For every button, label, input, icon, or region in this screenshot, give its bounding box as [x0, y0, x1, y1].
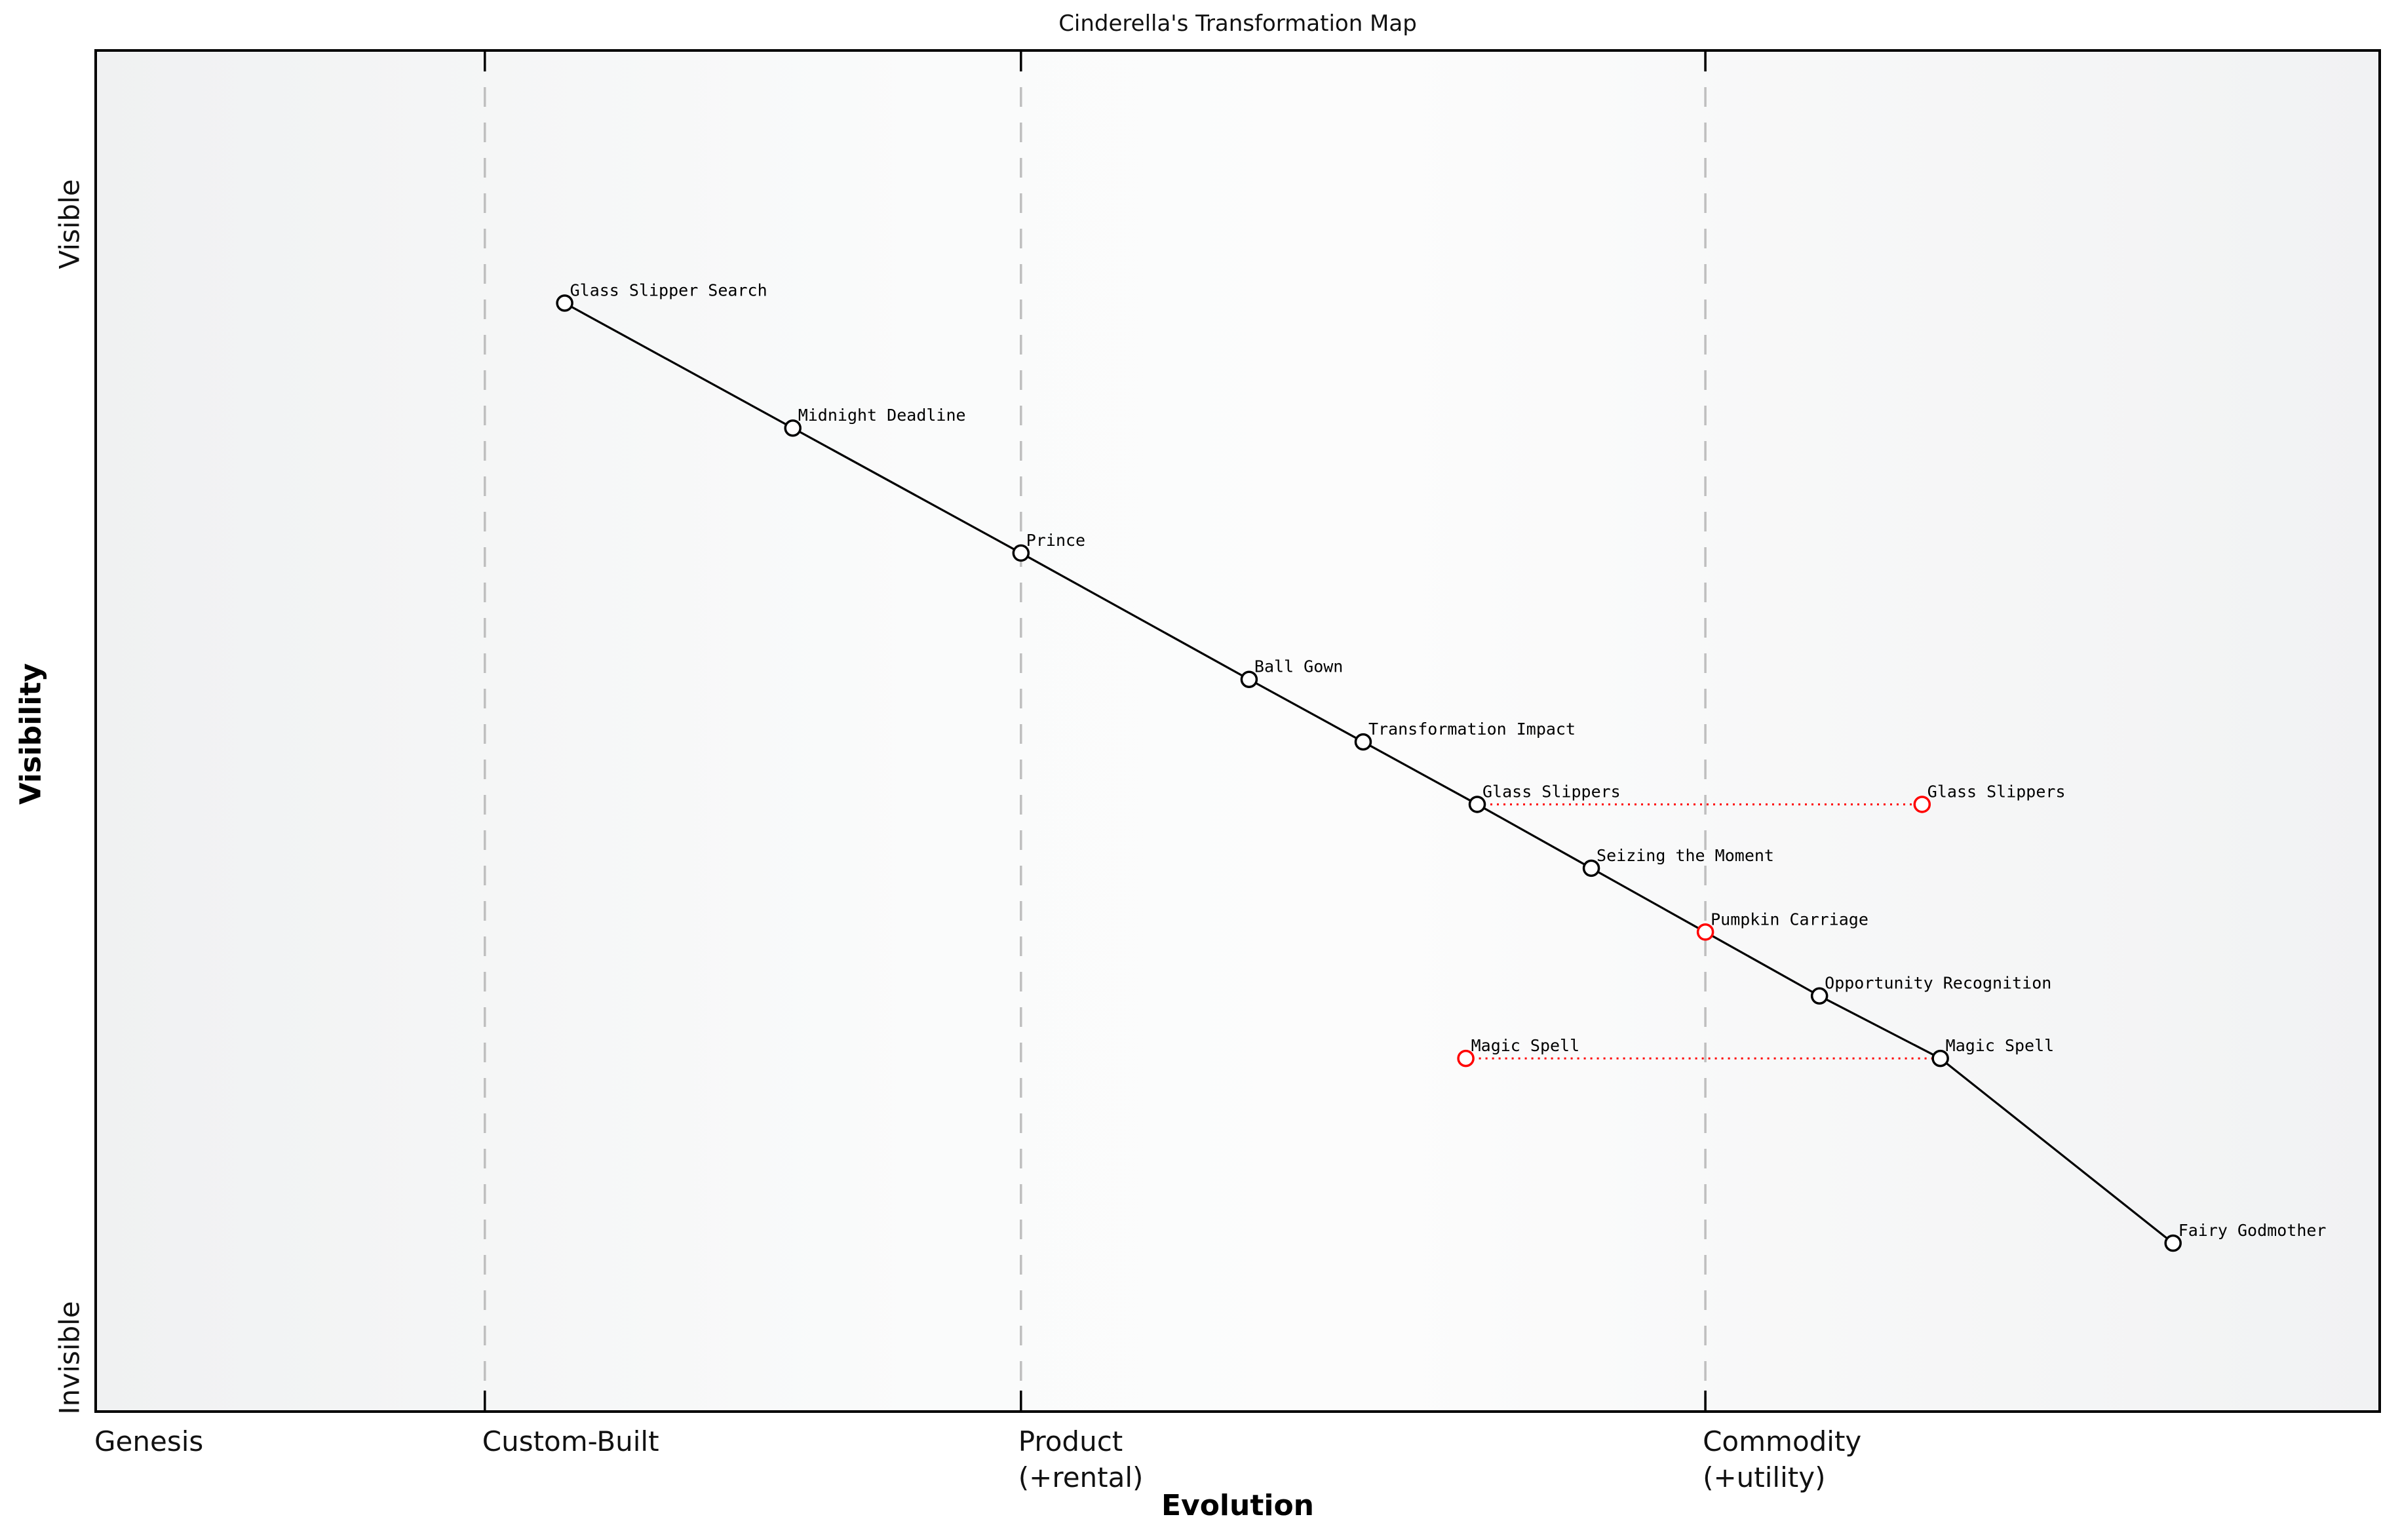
y-tick-visible: Visible — [53, 179, 86, 269]
node-label-magic-spell: Magic Spell — [1946, 1036, 2055, 1055]
x-tick-custom-built: Custom-Built — [482, 1425, 659, 1457]
node-glass-slipper-search — [556, 294, 573, 312]
y-tick-invisible: Invisible — [53, 1301, 86, 1415]
node-label-midnight-deadline: Midnight Deadline — [798, 406, 966, 425]
node-opportunity-recognition — [1810, 987, 1829, 1005]
node-glass-slippers-evolved — [1913, 796, 1931, 813]
node-fairy-godmother — [2164, 1234, 2182, 1252]
node-midnight-deadline — [784, 419, 802, 437]
node-ball-gown — [1240, 670, 1258, 688]
node-glass-slippers — [1468, 796, 1486, 813]
node-label-glass-slippers-evolved: Glass Slippers — [1927, 782, 2066, 801]
x-axis-tick-labels: Genesis Custom-Built Product (+rental) C… — [94, 1423, 2381, 1509]
y-axis-title: Visibility — [14, 663, 48, 805]
node-prince — [1012, 544, 1030, 562]
x-tick-commodity: Commodity (+utility) — [1703, 1425, 1862, 1494]
node-label-ball-gown: Ball Gown — [1254, 657, 1343, 676]
node-label-fairy-godmother: Fairy Godmother — [2178, 1221, 2327, 1240]
node-magic-spell-origin — [1457, 1049, 1475, 1068]
x-axis-title: Evolution — [1161, 1489, 1315, 1522]
node-label-transformation-impact: Transformation Impact — [1368, 720, 1576, 739]
node-label-magic-spell-origin: Magic Spell — [1471, 1036, 1580, 1055]
node-magic-spell — [1931, 1049, 1949, 1068]
plot-canvas: Glass Slipper Search Midnight Deadline Pri… — [484, 52, 2327, 1410]
value-chain-line — [564, 302, 2174, 1244]
node-label-pumpkin-carriage: Pumpkin Carriage — [1711, 910, 1868, 929]
plot-area: Glass Slipper Search Midnight Deadline Pri… — [94, 49, 2381, 1413]
chart-title: Cinderella's Transformation Map — [1058, 10, 1417, 37]
node-label-opportunity-recognition: Opportunity Recognition — [1825, 974, 2051, 993]
node-label-prince: Prince — [1026, 531, 1085, 550]
node-label-glass-slippers: Glass Slippers — [1482, 782, 1621, 801]
node-seizing-the-moment — [1582, 859, 1600, 877]
node-pumpkin-carriage — [1696, 923, 1714, 941]
x-tick-product: Product (+rental) — [1018, 1425, 1144, 1494]
node-label-seizing-the-moment: Seizing the Moment — [1597, 846, 1774, 865]
node-transformation-impact — [1354, 733, 1372, 751]
x-tick-genesis: Genesis — [94, 1425, 204, 1457]
node-label-glass-slipper-search: Glass Slipper Search — [570, 281, 767, 300]
